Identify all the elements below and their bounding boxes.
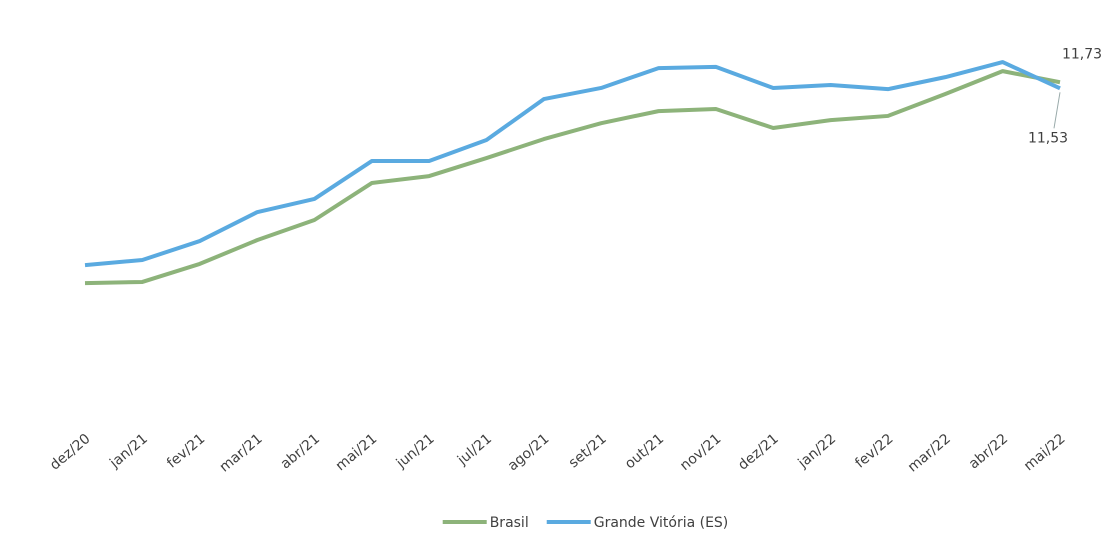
legend: Brasil Grande Vitória (ES) <box>442 515 729 531</box>
legend-label: Brasil <box>490 515 529 531</box>
x-tick-label: jan/22 <box>794 431 839 472</box>
data-label: 11,53 <box>1028 130 1068 146</box>
x-tick-label: dez/20 <box>47 431 94 474</box>
series-line <box>84 60 1061 268</box>
x-tick-label: jul/21 <box>454 431 495 469</box>
x-tick-label: set/21 <box>566 431 610 471</box>
leader-line <box>1053 92 1061 129</box>
x-tick-label: mar/21 <box>217 431 266 476</box>
legend-label: Grande Vitória (ES) <box>594 515 729 531</box>
x-tick-label: dez/21 <box>735 431 782 474</box>
x-tick-label: jan/21 <box>106 431 151 472</box>
x-tick-label: mar/22 <box>905 431 954 476</box>
series-line <box>84 69 1061 286</box>
x-tick-label: abr/21 <box>278 431 323 473</box>
x-tick-label: ago/21 <box>505 431 552 474</box>
x-tick-label: mai/22 <box>1021 431 1069 475</box>
x-tick-label: fev/22 <box>852 431 896 472</box>
x-tick-label: abr/22 <box>966 431 1011 473</box>
data-label: 11,73 <box>1062 46 1102 62</box>
x-tick-label: mai/21 <box>333 431 381 475</box>
x-tick-label: nov/21 <box>677 431 724 474</box>
x-tick-label: jun/21 <box>393 431 438 472</box>
x-tick-label: out/21 <box>622 431 667 472</box>
x-tick-label: fev/21 <box>164 431 208 472</box>
